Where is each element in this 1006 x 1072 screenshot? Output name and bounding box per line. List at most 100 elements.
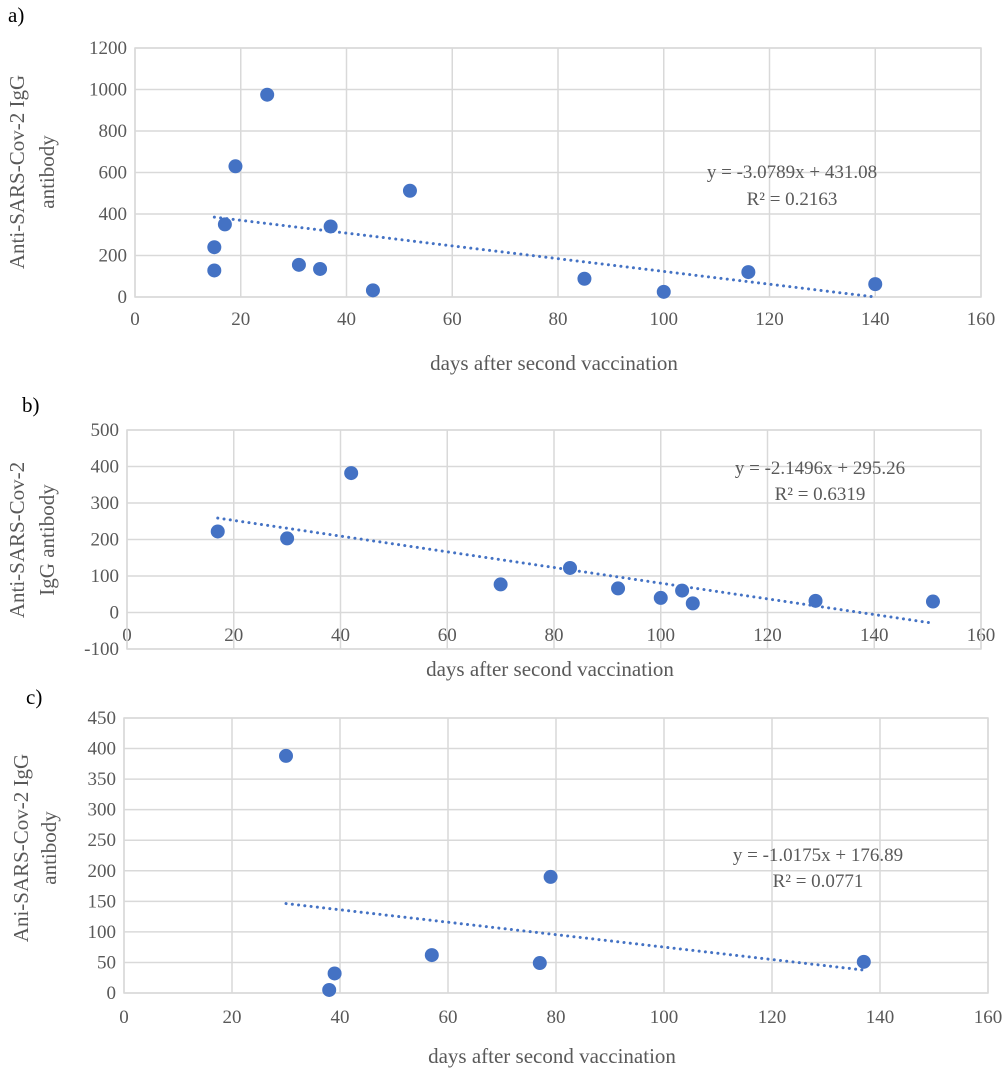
x-tick-label: 60 [443,309,462,330]
x-tick-label: 20 [224,625,243,646]
trendline-equation: y = -2.1496x + 295.26 [735,458,905,479]
plot-frame [126,429,982,650]
y-tick-label: 600 [99,163,128,184]
plot-frame [134,47,982,298]
y-tick-label: 500 [91,420,120,441]
x-tick-label: 0 [130,309,140,330]
y-axis-title-line: antibody [35,135,59,209]
y-tick-label: 200 [99,246,128,267]
y-tick-label: 0 [107,983,117,1004]
r-squared-label: R² = 0.2163 [747,189,838,210]
panel-label: c) [26,685,42,709]
x-tick-label: 160 [974,1007,1003,1028]
x-tick-label: 80 [547,1007,566,1028]
data-point [424,948,439,963]
x-tick-label: 80 [545,625,564,646]
data-point [402,183,417,198]
data-point [868,277,883,292]
chart-panel-a: a) 0 200 400 600 800 1000 1200 0 20 40 60 80 100 120 14… [5,3,995,375]
data-point [675,583,690,598]
x-tick-label: 100 [650,1007,679,1028]
y-axis-title-line: IgG antibody [35,484,59,596]
y-tick-label: -100 [84,639,119,660]
x-axis-title: days after second vaccination [430,351,678,375]
x-tick-label: 40 [331,1007,350,1028]
data-point [543,869,558,884]
trendline [284,902,866,972]
x-axis-title: days after second vaccination [428,1044,676,1068]
x-tick-label: 160 [967,309,996,330]
y-tick-label: 400 [91,457,120,478]
y-tick-label: 300 [91,493,120,514]
y-tick-label: 150 [88,891,117,912]
r-squared-label: R² = 0.0771 [773,871,864,892]
x-tick-label: 100 [650,309,679,330]
y-tick-label: 100 [88,922,117,943]
data-point [291,257,306,272]
data-point [207,240,222,255]
x-tick-label: 140 [860,625,889,646]
x-tick-label: 40 [331,625,350,646]
x-tick-label: 120 [753,625,782,646]
x-tick-label: 40 [337,309,356,330]
data-point [925,594,940,609]
panel-label: b) [22,393,40,417]
x-tick-label: 20 [223,1007,242,1028]
trendline-equation: y = -1.0175x + 176.89 [733,845,903,866]
y-tick-label: 300 [88,800,117,821]
data-point [685,596,700,611]
y-tick-label: 0 [110,603,120,624]
y-tick-label: 1200 [89,38,127,59]
y-tick-label: 400 [99,204,128,225]
data-point [280,531,295,546]
data-point [856,954,871,969]
data-point [611,581,626,596]
y-tick-label: 100 [91,566,120,587]
y-axis-title-line: Anti-SARS-Cov-2 IgG [5,75,29,269]
trendline [216,516,935,625]
x-tick-label: 60 [438,625,457,646]
y-tick-label: 0 [118,287,128,308]
y-tick-label: 200 [88,861,117,882]
x-tick-label: 100 [647,625,676,646]
data-point [313,261,328,276]
x-tick-label: 0 [119,1007,129,1028]
x-tick-label: 20 [231,309,250,330]
x-tick-label: 120 [755,309,784,330]
data-point [532,956,547,971]
y-axis-title-line: Anti-SARS-Cov-2 [5,462,29,618]
data-point [563,560,578,575]
trendline-equation: y = -3.0789x + 431.08 [707,162,877,183]
y-tick-label: 50 [97,952,116,973]
data-point [493,577,508,592]
x-tick-label: 140 [866,1007,895,1028]
y-tick-label: 350 [88,769,117,790]
data-point [365,283,380,298]
x-tick-label: 140 [861,309,890,330]
data-point [217,217,232,232]
x-tick-label: 120 [758,1007,787,1028]
x-tick-label: 60 [439,1007,458,1028]
data-point [741,265,756,280]
trendline [212,215,877,299]
y-tick-label: 400 [88,739,117,760]
panel-label: a) [8,3,24,27]
y-tick-label: 200 [91,530,120,551]
x-axis-title: days after second vaccination [426,657,674,681]
data-point [656,284,671,299]
data-point [210,524,225,539]
data-point [577,271,592,286]
x-tick-label: 80 [549,309,568,330]
y-axis-title-line: antibody [37,811,61,885]
y-axis-title-line: Ani-SARS-Cov-2 IgG [9,754,33,942]
data-point [653,590,668,605]
data-point [260,87,275,102]
plot-frame [123,717,989,994]
y-tick-label: 800 [99,121,128,142]
data-point [228,159,243,174]
data-point [808,593,823,608]
data-point [322,982,337,997]
data-point [327,966,342,981]
